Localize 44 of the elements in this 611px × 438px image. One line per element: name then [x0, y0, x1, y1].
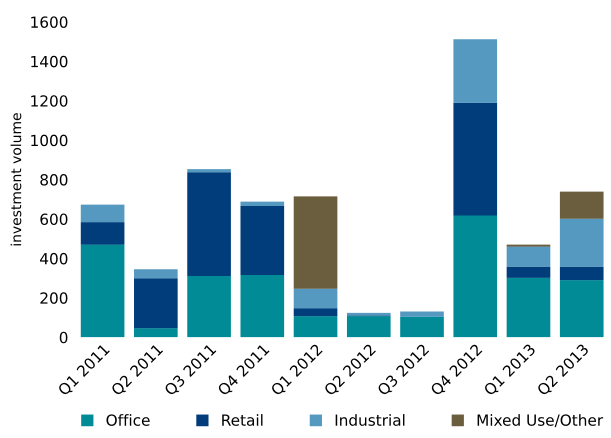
bar — [240, 202, 284, 206]
y-tick-label: 400 — [40, 252, 68, 264]
bar — [294, 196, 338, 289]
bar — [506, 278, 550, 338]
bar — [294, 308, 338, 316]
bar — [453, 39, 498, 103]
y-tick-label: 1200 — [31, 95, 68, 107]
bar — [346, 316, 391, 338]
bar — [453, 215, 498, 338]
bar — [400, 311, 444, 317]
bar — [560, 192, 604, 219]
bar — [134, 269, 178, 278]
bar — [187, 276, 231, 338]
bar — [560, 280, 604, 338]
bar — [506, 246, 550, 267]
bar — [187, 169, 231, 172]
y-tick-label: 200 — [40, 292, 68, 304]
y-axis-title: investment volume — [10, 113, 22, 246]
legend-label: Office — [106, 414, 150, 426]
bar — [134, 278, 178, 328]
legend-label: Industrial — [336, 414, 404, 426]
bar — [506, 266, 550, 278]
legend-label: Retail — [222, 414, 262, 426]
bar — [240, 274, 284, 338]
bar — [560, 218, 604, 267]
bar — [560, 266, 604, 280]
bar — [453, 102, 498, 216]
bar — [294, 316, 338, 338]
bar — [80, 204, 124, 222]
legend-label: Mixed Use/Other — [478, 414, 604, 428]
y-tick-label: 1400 — [31, 56, 68, 68]
y-tick-label: 800 — [40, 174, 68, 186]
y-tick-label: 1000 — [31, 134, 68, 146]
y-tick-label: 1600 — [31, 16, 68, 28]
bar — [400, 316, 444, 338]
bar — [80, 222, 124, 245]
y-tick-label: 0 — [60, 332, 68, 344]
bar — [294, 288, 338, 308]
bar — [346, 312, 391, 316]
bar — [240, 206, 284, 275]
y-tick-label: 600 — [40, 213, 68, 226]
bar — [187, 172, 231, 276]
bar — [134, 328, 178, 338]
bar — [80, 244, 124, 338]
